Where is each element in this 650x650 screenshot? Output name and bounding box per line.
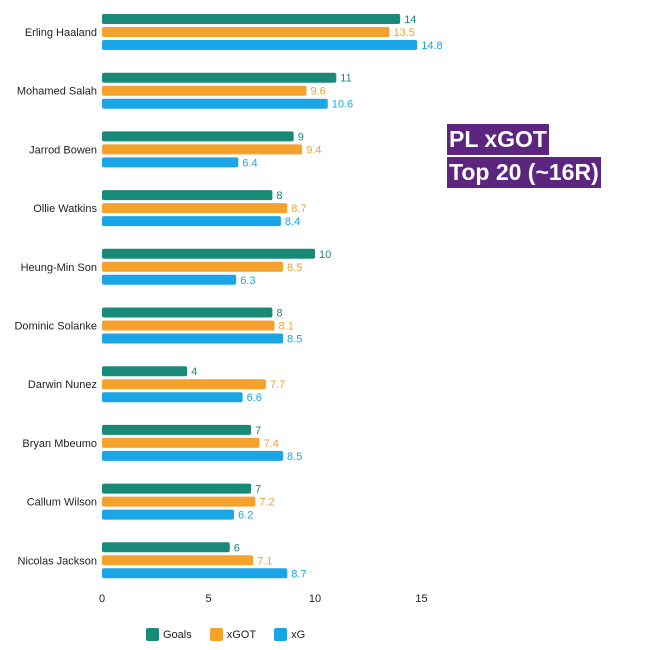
legend-swatch-goals: [146, 628, 159, 641]
bar-xg-heung-min-son[interactable]: [102, 274, 237, 285]
value-label-xgot-callum-wilson: 7.2: [259, 497, 274, 509]
value-label-goals-darwin-nunez: 4: [191, 366, 197, 378]
legend-label-xgot: xGOT: [226, 628, 257, 641]
x-tick-label-10: 10: [309, 593, 321, 605]
value-label-xgot-mohamed-salah: 9.6: [310, 86, 325, 98]
value-label-xg-erling-haaland: 14.8: [421, 40, 442, 52]
bar-goals-callum-wilson[interactable]: [102, 483, 252, 494]
category-label-dominic-solanke: Dominic Solanke: [14, 321, 97, 333]
bar-xgot-ollie-watkins[interactable]: [102, 203, 288, 214]
category-label-nicolas-jackson: Nicolas Jackson: [18, 555, 97, 567]
bar-xgot-heung-min-son[interactable]: [102, 261, 284, 272]
bar-xg-dominic-solanke[interactable]: [102, 333, 284, 344]
category-label-callum-wilson: Callum Wilson: [27, 497, 97, 509]
value-label-goals-dominic-solanke: 8: [276, 308, 282, 320]
bar-xgot-dominic-solanke[interactable]: [102, 320, 275, 331]
value-label-xgot-ollie-watkins: 8.7: [291, 203, 306, 215]
value-label-xgot-heung-min-son: 8.5: [287, 262, 302, 274]
value-label-xg-ollie-watkins: 8.4: [285, 216, 300, 228]
value-label-goals-nicolas-jackson: 6: [234, 542, 240, 554]
value-label-xg-dominic-solanke: 8.5: [287, 334, 302, 346]
value-label-xg-heung-min-son: 6.3: [240, 275, 255, 287]
legend-item-xg[interactable]: xG: [274, 628, 305, 641]
chart-title-line-2: Top 20 (~16R): [447, 157, 601, 188]
bar-xgot-callum-wilson[interactable]: [102, 496, 256, 507]
bar-xgot-mohamed-salah[interactable]: [102, 85, 307, 96]
legend-item-goals[interactable]: Goals: [146, 628, 192, 641]
bar-goals-nicolas-jackson[interactable]: [102, 542, 230, 553]
value-label-xg-bryan-mbeumo: 8.5: [287, 451, 302, 463]
category-label-heung-min-son: Heung-Min Son: [21, 262, 97, 274]
bar-xg-darwin-nunez[interactable]: [102, 392, 243, 403]
bar-xg-callum-wilson[interactable]: [102, 509, 235, 520]
value-label-xgot-erling-haaland: 13.5: [394, 27, 415, 39]
value-label-goals-bryan-mbeumo: 7: [255, 425, 261, 437]
bar-xgot-jarrod-bowen[interactable]: [102, 144, 303, 155]
value-label-xgot-nicolas-jackson: 7.1: [257, 555, 272, 567]
bar-xg-mohamed-salah[interactable]: [102, 98, 328, 109]
value-label-goals-callum-wilson: 7: [255, 484, 261, 496]
bar-goals-bryan-mbeumo[interactable]: [102, 424, 252, 435]
bar-xg-erling-haaland[interactable]: [102, 40, 418, 50]
value-label-xgot-bryan-mbeumo: 7.4: [264, 438, 279, 450]
value-label-xg-nicolas-jackson: 8.7: [291, 568, 306, 580]
value-label-goals-mohamed-salah: 11: [340, 73, 351, 85]
bar-xgot-erling-haaland[interactable]: [102, 27, 390, 37]
value-label-xgot-darwin-nunez: 7.7: [270, 379, 285, 391]
bar-xg-ollie-watkins[interactable]: [102, 216, 281, 227]
category-label-bryan-mbeumo: Bryan Mbeumo: [22, 438, 97, 450]
value-label-xgot-dominic-solanke: 8.1: [279, 321, 294, 333]
category-label-ollie-watkins: Ollie Watkins: [33, 203, 97, 215]
category-label-jarrod-bowen: Jarrod Bowen: [29, 144, 97, 156]
value-label-xg-mohamed-salah: 10.6: [332, 99, 353, 111]
legend-item-xgot[interactable]: xGOT: [209, 628, 257, 641]
bar-xg-nicolas-jackson[interactable]: [102, 568, 288, 579]
bar-xg-bryan-mbeumo[interactable]: [102, 450, 284, 461]
value-label-goals-ollie-watkins: 8: [276, 190, 282, 202]
bar-xg-jarrod-bowen[interactable]: [102, 157, 239, 168]
bar-goals-ollie-watkins[interactable]: [102, 190, 273, 201]
bar-goals-darwin-nunez[interactable]: [102, 366, 188, 377]
bar-goals-mohamed-salah[interactable]: [102, 72, 337, 83]
chart-title-line-1: PL xGOT: [447, 124, 549, 155]
bar-xgot-darwin-nunez[interactable]: [102, 379, 267, 390]
x-tick-label-0: 0: [99, 593, 105, 605]
legend-swatch-xg: [274, 628, 288, 641]
bar-goals-dominic-solanke[interactable]: [102, 307, 273, 318]
bar-goals-heung-min-son[interactable]: [102, 248, 315, 259]
category-label-mohamed-salah: Mohamed Salah: [17, 86, 97, 98]
value-label-xg-callum-wilson: 6.2: [238, 510, 253, 522]
value-label-goals-heung-min-son: 10: [319, 249, 331, 261]
value-label-xg-jarrod-bowen: 6.4: [242, 157, 257, 169]
bar-xgot-nicolas-jackson[interactable]: [102, 555, 254, 566]
legend-swatch-xgot: [209, 628, 223, 641]
category-label-erling-haaland: Erling Haaland: [25, 27, 97, 39]
value-label-xg-darwin-nunez: 6.6: [247, 392, 262, 404]
bar-goals-erling-haaland[interactable]: [102, 14, 401, 24]
chart-title: PL xGOT Top 20 (~16R): [447, 124, 601, 190]
bar-goals-jarrod-bowen[interactable]: [102, 131, 294, 142]
value-label-goals-erling-haaland: 14: [404, 14, 416, 26]
category-label-darwin-nunez: Darwin Nunez: [28, 379, 97, 391]
value-label-xgot-jarrod-bowen: 9.4: [306, 144, 321, 156]
legend: Goals xGOT xG: [146, 628, 305, 641]
value-label-goals-jarrod-bowen: 9: [298, 131, 304, 143]
x-tick-label-15: 15: [415, 593, 427, 605]
legend-label-xg: xG: [291, 628, 306, 641]
legend-label-goals: Goals: [163, 628, 192, 641]
bar-xgot-bryan-mbeumo[interactable]: [102, 437, 260, 448]
x-tick-label-5: 5: [205, 593, 211, 605]
